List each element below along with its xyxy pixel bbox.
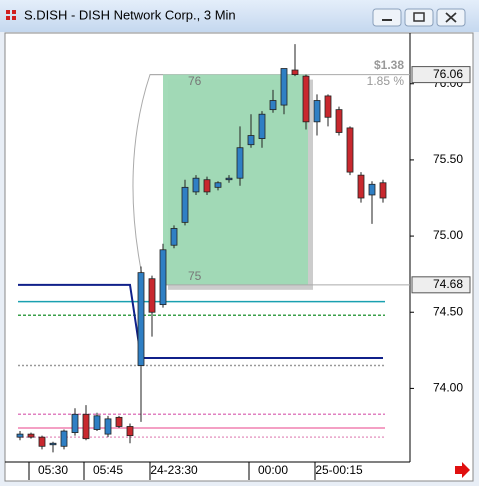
price-box [411,66,471,84]
candle-body [115,416,123,427]
candle-body [159,249,167,306]
close-button[interactable] [436,8,466,27]
change-label: $1.38 [374,58,404,72]
candle-body [247,135,255,146]
minimize-button[interactable] [372,8,402,27]
candle-body [148,278,156,313]
box-curve [132,74,163,275]
icon [6,16,10,20]
candle-body [38,436,46,447]
y-tick-label: 75.50 [433,152,463,166]
candle-body [324,95,332,118]
icon [12,16,16,20]
candle-body [291,69,299,76]
candle-body [203,179,211,193]
step-line [18,283,383,359]
x-tick-label: 00:00 [258,463,288,477]
price-label: 74.68 [433,277,463,291]
candle-body [236,147,244,179]
candle-body [214,182,222,188]
price-box [411,276,471,294]
x-tick-label: 24-23:30 [150,463,198,477]
box-label: 75 [188,269,202,283]
candle-body [357,174,365,199]
candle-body [225,177,233,181]
candle-body [269,100,277,111]
x-tick-label: 25-00:15 [315,463,363,477]
candle-body [82,413,90,440]
candle-body [302,75,310,123]
icon [6,10,10,14]
y-tick-label: 75.00 [433,228,463,242]
candle-body [280,68,288,106]
candle-body [170,228,178,246]
candle-body [137,272,145,366]
candle-body [49,442,57,446]
y-tick-label: 74.50 [433,304,463,318]
y-tick-label: 74.00 [433,381,463,395]
change-pct-label: 1.85 % [367,74,405,88]
maximize-button[interactable] [404,8,434,27]
box-label: 76 [188,74,202,88]
window-title: S.DISH - DISH Network Corp., 3 Min [24,7,236,22]
candle-body [258,113,266,139]
candle-body [379,182,387,199]
candle-body [104,418,112,435]
candle-body [60,430,68,447]
candle-body [126,426,134,437]
scroll-arrow[interactable] [455,462,470,478]
candle-body [16,433,24,438]
candle-body [346,127,354,173]
price-label: 76.06 [433,67,463,81]
candle-body [192,177,200,193]
candle-body [368,183,376,196]
x-tick-label: 05:30 [38,463,68,477]
icon [12,10,16,14]
candle-body [93,415,101,430]
candle-body [27,433,35,438]
candle-body [313,100,321,123]
candle-body [71,413,79,433]
candle-body [335,109,343,133]
candle-body [181,186,189,223]
x-tick-label: 05:45 [93,463,123,477]
